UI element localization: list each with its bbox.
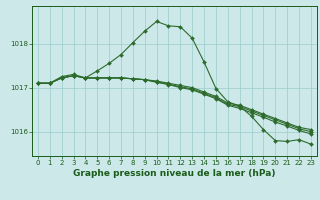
X-axis label: Graphe pression niveau de la mer (hPa): Graphe pression niveau de la mer (hPa) [73, 169, 276, 178]
